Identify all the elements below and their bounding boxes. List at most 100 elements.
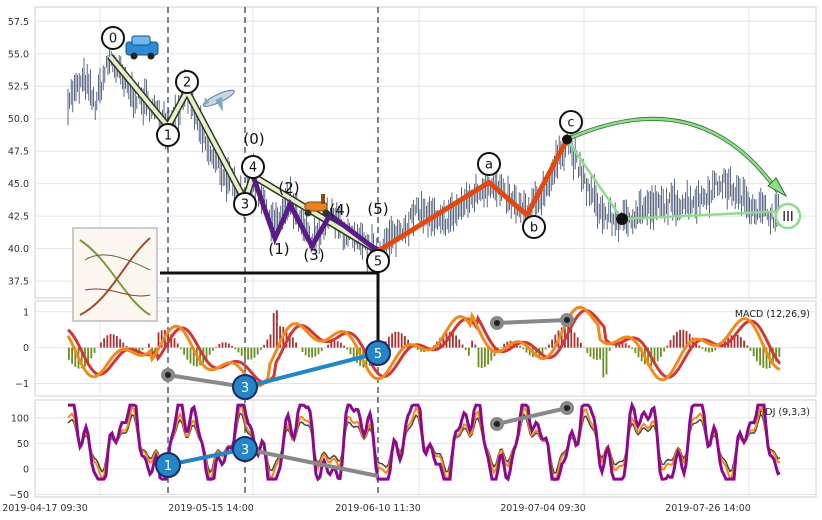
macd-histogram-bar xyxy=(420,347,422,352)
wave-label: 3 xyxy=(241,198,249,213)
wave-label: 4 xyxy=(249,161,257,176)
macd-histogram-bar xyxy=(167,331,169,348)
macd-histogram-bar xyxy=(266,339,269,348)
subwave-line xyxy=(250,175,380,254)
car-wheel xyxy=(147,52,155,60)
wave-label-circle xyxy=(156,123,180,147)
macd-histogram-bar xyxy=(224,342,227,348)
macd-histogram-bar xyxy=(519,346,521,348)
wave-label: 5 xyxy=(374,255,382,270)
macd-histogram-bar xyxy=(660,347,662,357)
macd-histogram-bar xyxy=(314,347,317,357)
scooter-body xyxy=(304,201,328,212)
macd-histogram-bar xyxy=(276,310,278,348)
macd-histogram-bar xyxy=(288,332,291,348)
macd-histogram-bar xyxy=(112,334,115,348)
macd-histogram-bar xyxy=(464,347,467,351)
macd-histogram-bar xyxy=(535,347,537,358)
macd-histogram-bar xyxy=(327,344,329,348)
macd-histogram-bar xyxy=(756,347,758,362)
macd-histogram-bar xyxy=(180,347,182,350)
projection-arrowhead xyxy=(767,177,788,198)
macd-histogram-bar xyxy=(119,338,121,348)
macd-histogram-bar xyxy=(442,334,445,348)
macd-histogram-bar xyxy=(269,334,272,348)
macd-histogram-bar xyxy=(599,347,601,360)
scooter-handle xyxy=(321,194,325,204)
price-y-tick: 55.0 xyxy=(8,49,29,60)
macd-histogram-bar xyxy=(762,347,765,368)
subwave-label: (5) xyxy=(367,200,388,218)
macd-histogram-bar xyxy=(215,346,217,348)
macd-histogram-bar xyxy=(679,329,681,348)
price-y-tick: 52.5 xyxy=(8,82,29,93)
macd-histogram-bar xyxy=(570,328,573,348)
macd-histogram-bar xyxy=(749,347,752,351)
macd-histogram-bar xyxy=(656,347,659,362)
macd-histogram-bar xyxy=(343,345,345,348)
kdj-divergence-label: 3 xyxy=(241,443,249,458)
price-y-tick: 57.5 xyxy=(8,17,29,28)
macd-histogram-bar xyxy=(308,347,310,358)
macd-histogram-bar xyxy=(560,327,563,348)
macd-histogram-bar xyxy=(602,347,605,378)
car-icon xyxy=(125,35,159,60)
macd-histogram-bar xyxy=(695,341,697,348)
macd-histogram-bar xyxy=(356,347,358,363)
macd-histogram-bar xyxy=(468,347,470,356)
macd-histogram-bar xyxy=(247,347,249,360)
macd-histogram-bar xyxy=(685,331,688,348)
macd-histogram-bar xyxy=(397,331,400,348)
macd-histogram-bar xyxy=(490,347,493,361)
subwave-label: (0) xyxy=(243,130,264,148)
price-y-tick: 37.5 xyxy=(8,277,29,288)
macd-histogram-bar xyxy=(692,337,694,348)
macd-histogram-bar xyxy=(68,347,70,360)
kdj-j-line xyxy=(68,400,781,482)
wave-label-circle xyxy=(559,110,583,134)
macd-histogram-bar xyxy=(525,347,528,353)
macd-histogram-bar xyxy=(573,332,576,348)
macd-y-tick: 1 xyxy=(23,307,29,318)
macd-histogram-bar xyxy=(461,344,464,348)
macd-divergence-dot xyxy=(165,372,171,378)
kdj-y-tick: 50 xyxy=(17,439,29,450)
scooter-wheel xyxy=(322,209,330,217)
macd-histogram-bar xyxy=(682,329,685,348)
kdj-y-tick: −50 xyxy=(9,490,29,501)
macd-histogram-bar xyxy=(346,347,349,350)
macd-histogram-bar xyxy=(330,342,333,348)
macd-signal-line xyxy=(66,308,782,385)
macd-histogram-bar xyxy=(218,344,221,348)
macd-histogram-bar xyxy=(192,347,195,366)
kdj-divergence-line xyxy=(167,447,246,467)
macd-histogram-bar xyxy=(596,347,598,360)
macd-histogram-bar xyxy=(589,347,592,357)
macd-histogram-bar xyxy=(474,344,477,348)
macd-histogram-bar xyxy=(583,347,585,349)
macd-histogram-bar xyxy=(634,347,637,353)
macd-histogram-bar xyxy=(183,347,185,355)
plane-wing xyxy=(215,96,223,112)
macd-histogram-bar xyxy=(736,334,739,348)
kdj-divergence-line xyxy=(244,447,379,478)
wave-label: 1 xyxy=(164,129,172,144)
wave-label-circle xyxy=(175,70,199,94)
macd-histogram-bar xyxy=(317,347,320,355)
price-panel-frame xyxy=(34,6,817,299)
x-tick-label: 2019-07-26 14:00 xyxy=(665,503,751,514)
macd-histogram-bar xyxy=(487,347,489,365)
macd-histogram-bar xyxy=(733,334,736,348)
macd-histogram-bar xyxy=(93,347,96,353)
macd-histogram-bar xyxy=(186,347,189,360)
wave-label: b xyxy=(530,221,538,236)
macd-title: MACD (12,26,9) xyxy=(735,309,810,320)
macd-histogram-bar xyxy=(391,333,393,348)
macd-divergence-circle xyxy=(365,340,391,366)
kdj-series xyxy=(67,400,781,483)
macd-histogram-bar xyxy=(125,345,128,348)
scooter-icon xyxy=(304,194,330,217)
macd-histogram-bar xyxy=(74,347,77,367)
macd-histogram-bar xyxy=(189,347,192,364)
macd-histogram-bar xyxy=(551,339,553,348)
